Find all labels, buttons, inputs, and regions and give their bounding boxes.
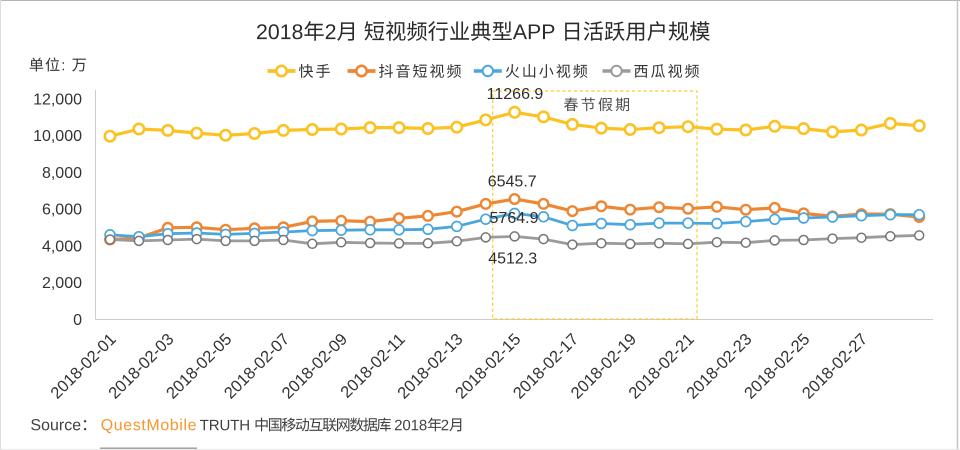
svg-text:6545.7: 6545.7	[488, 174, 537, 191]
svg-text:8,000: 8,000	[42, 165, 82, 182]
svg-text:2,000: 2,000	[42, 275, 82, 292]
svg-text:5764.9: 5764.9	[490, 210, 539, 227]
svg-text:4512.3: 4512.3	[488, 250, 537, 267]
svg-text:12,000: 12,000	[33, 91, 82, 108]
svg-text:4,000: 4,000	[42, 238, 82, 255]
svg-text:10,000: 10,000	[33, 128, 82, 145]
svg-text:11266.9: 11266.9	[487, 86, 544, 103]
svg-text:0: 0	[73, 312, 82, 329]
svg-text:6,000: 6,000	[42, 202, 82, 219]
